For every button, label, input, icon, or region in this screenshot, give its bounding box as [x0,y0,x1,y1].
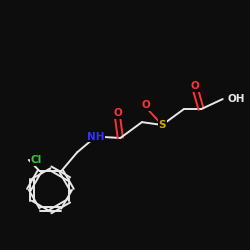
Text: OH: OH [227,94,244,104]
Text: O: O [113,108,122,118]
Text: NH: NH [87,132,104,141]
Text: O: O [191,81,200,91]
Text: S: S [158,120,166,130]
Text: O: O [142,100,151,110]
Text: Cl: Cl [30,155,42,165]
